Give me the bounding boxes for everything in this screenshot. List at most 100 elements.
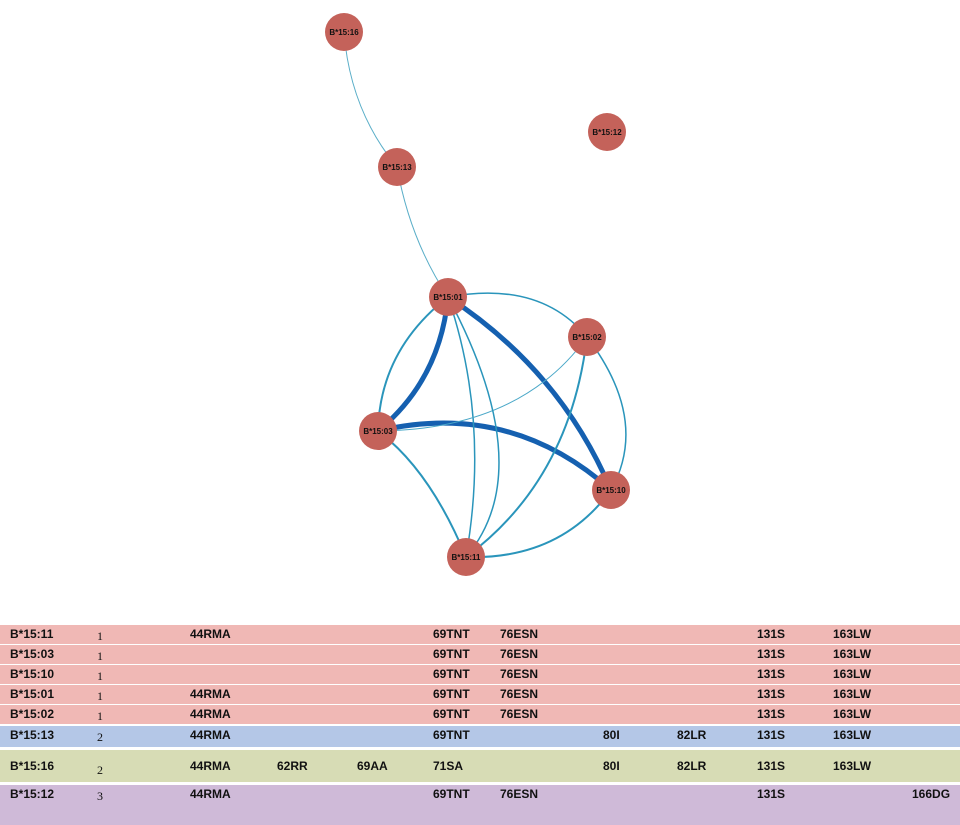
edge (447, 292, 588, 338)
node-label: B*15:11 (452, 553, 481, 562)
edge (396, 166, 449, 298)
mutation-cell: 71SA (433, 759, 464, 773)
mutation-cell: 131S (757, 728, 786, 742)
table-row: B*15:11 1 44RMA 69TNT 76ESN 131S 163LW (0, 625, 960, 644)
edge (375, 294, 451, 434)
node: B*15:13 (378, 148, 416, 186)
edge (377, 336, 588, 432)
edge (375, 420, 614, 493)
mutation-cell: 163LW (833, 647, 872, 661)
mutation-cell: 76ESN (500, 627, 539, 641)
mutation-cell: 44RMA (190, 687, 231, 701)
mutation-cell: 82LR (677, 728, 707, 742)
edge (377, 430, 467, 558)
group-cell: 1 (97, 689, 103, 703)
group-cell: 1 (97, 709, 103, 723)
mutation-cell: 163LW (833, 687, 872, 701)
table-row: B*15:10 1 69TNT 76ESN 131S 163LW (0, 665, 960, 684)
node-label: B*15:12 (592, 128, 622, 137)
allele-cell: B*15:11 (10, 627, 54, 641)
mutation-cell: 44RMA (190, 707, 231, 721)
mutation-cell: 163LW (833, 728, 872, 742)
node-circle (429, 278, 467, 316)
table-row: B*15:13 2 44RMA 69TNT 80I 82LR 131S 163LW (0, 726, 960, 747)
node: B*15:12 (588, 113, 626, 151)
table-row: B*15:16 2 44RMA 62RR 69AA 71SA 80I 82LR 131S 163L… (0, 750, 960, 782)
nodes: B*15:16 B*15:12 B*15:13 B*15:01 B*15:02 B*15:… (325, 13, 630, 576)
node-label: B*15:10 (596, 486, 626, 495)
edge (447, 296, 476, 558)
node-circle (588, 113, 626, 151)
mutation-cell: 44RMA (190, 728, 231, 742)
mutation-cell: 69TNT (433, 647, 470, 661)
node-label: B*15:16 (329, 28, 359, 37)
table-row: B*15:12 3 44RMA 69TNT 76ESN 131S 166DG (0, 785, 960, 825)
mutation-cell: 80I (603, 759, 620, 773)
node-circle (447, 538, 485, 576)
mutation-cell: 131S (757, 759, 786, 773)
allele-cell: B*15:01 (10, 687, 55, 701)
mutation-cell: 166DG (912, 787, 951, 801)
edge (343, 31, 398, 168)
mutation-cell: 131S (757, 667, 786, 681)
node: B*15:16 (325, 13, 363, 51)
node-circle (592, 471, 630, 509)
mutation-cell: 76ESN (500, 707, 539, 721)
mutation-cell: 69TNT (433, 728, 470, 742)
group-cell: 3 (97, 789, 103, 803)
allele-cell: B*15:02 (10, 707, 55, 721)
mutation-cell: 69TNT (433, 707, 470, 721)
mutation-cell: 44RMA (190, 759, 231, 773)
table-row: B*15:01 1 44RMA 69TNT 76ESN 131S 163LW (0, 685, 960, 704)
allele-cell: B*15:16 (10, 759, 55, 773)
allele-cell: B*15:13 (10, 728, 55, 742)
group-cell: 1 (97, 669, 103, 683)
node: B*15:03 (359, 412, 397, 450)
mutation-cell: 69TNT (433, 667, 470, 681)
mutation-cell: 76ESN (500, 687, 539, 701)
mutation-cell: 131S (757, 627, 786, 641)
mutation-cell: 76ESN (500, 787, 539, 801)
edge (586, 336, 627, 491)
edge (465, 336, 588, 558)
mutation-cell: 80I (603, 728, 620, 742)
node-label: B*15:01 (433, 293, 463, 302)
allele-cell: B*15:10 (10, 667, 55, 681)
group-cell: 1 (97, 629, 103, 643)
mutation-cell: 131S (757, 787, 786, 801)
mutation-cell: 131S (757, 647, 786, 661)
edge (465, 489, 612, 559)
table-row: B*15:03 1 69TNT 76ESN 131S 163LW (0, 645, 960, 664)
mutation-cell: 163LW (833, 759, 872, 773)
group-cell: 2 (97, 763, 103, 777)
mutation-cell: 62RR (277, 759, 308, 773)
table-row: B*15:02 1 44RMA 69TNT 76ESN 131S 163LW (0, 705, 960, 724)
node-circle (359, 412, 397, 450)
mutation-cell: 69TNT (433, 787, 470, 801)
edge (447, 296, 500, 558)
mutation-cell: 69AA (357, 759, 388, 773)
mutation-cell: 163LW (833, 627, 872, 641)
mutation-cell: 82LR (677, 759, 707, 773)
mutation-cell: 76ESN (500, 647, 539, 661)
mutation-cell: 44RMA (190, 787, 231, 801)
mutation-cell: 44RMA (190, 627, 231, 641)
network: B*15:16 B*15:12 B*15:13 B*15:01 B*15:02 B*15:… (325, 13, 630, 576)
mutation-cell: 163LW (833, 707, 872, 721)
node-circle (568, 318, 606, 356)
edges (343, 31, 627, 559)
allele-cell: B*15:12 (10, 787, 55, 801)
node-label: B*15:13 (382, 163, 412, 172)
node-circle (378, 148, 416, 186)
node: B*15:02 (568, 318, 606, 356)
node-circle (325, 13, 363, 51)
edge (445, 294, 614, 493)
mutation-cell: 69TNT (433, 627, 470, 641)
edge (377, 296, 449, 432)
allele-cell: B*15:03 (10, 647, 55, 661)
node: B*15:01 (429, 278, 467, 316)
mutation-cell: 131S (757, 707, 786, 721)
mutation-cell: 76ESN (500, 667, 539, 681)
node: B*15:11 (447, 538, 485, 576)
